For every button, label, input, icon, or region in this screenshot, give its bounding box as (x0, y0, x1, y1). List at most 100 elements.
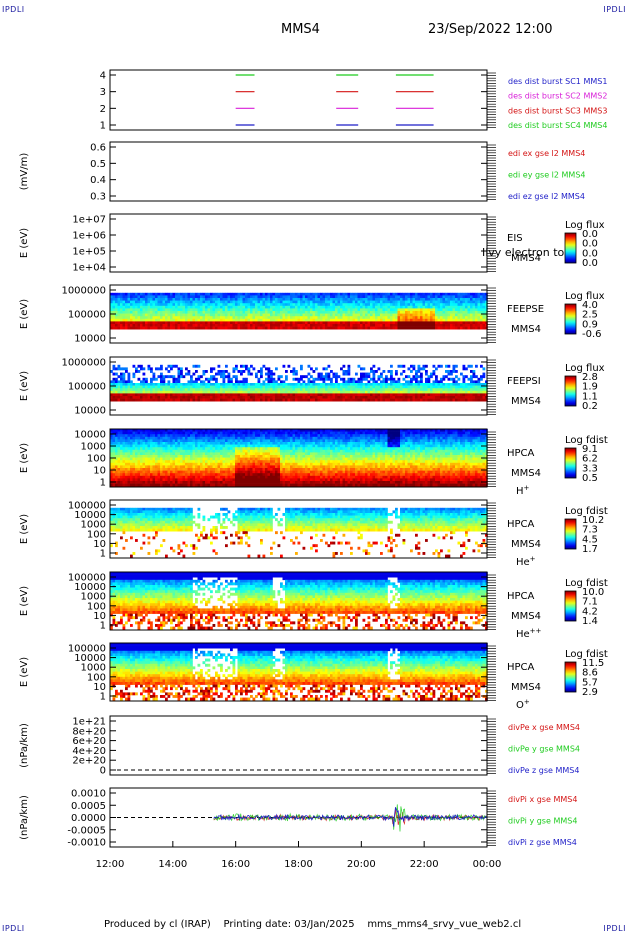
feepse-cell (205, 300, 208, 304)
feepsi-cell (172, 390, 176, 394)
feepsi-cell (387, 385, 391, 389)
feepsi-cell (367, 372, 371, 376)
hpca_h-cell (225, 449, 228, 453)
feepsi-cell (137, 393, 141, 397)
feepse-cell (137, 311, 141, 314)
feepsi-cell (267, 396, 271, 399)
corner-label-bottom-right: IPDLI (603, 924, 626, 933)
feepsi-cell (400, 364, 403, 368)
hpca_h-cell (177, 478, 181, 482)
feepsi-cell (147, 393, 151, 397)
feepse-cell (335, 311, 338, 314)
feepse-cell (235, 311, 238, 314)
feepse-cell (220, 303, 223, 307)
feepse-cell (370, 318, 373, 322)
feepsi-cell (245, 398, 248, 402)
feepse-cell (112, 298, 116, 301)
hpca_h-cell (182, 481, 186, 484)
hpca_h-cell (227, 431, 231, 435)
feepse-cell (152, 318, 156, 322)
feepse-cell (245, 324, 248, 327)
feepse-cell (477, 305, 481, 309)
feepse-cell (425, 311, 428, 314)
hpca_h-cell (160, 436, 163, 440)
hpca_h-cell (147, 434, 151, 438)
feepsi-cell (277, 396, 281, 399)
feepse-cell (337, 326, 341, 330)
feepse-cell (150, 305, 153, 309)
feepse-cell (237, 298, 241, 301)
hpca_h-cell (205, 478, 208, 482)
feepsi-cell (312, 377, 316, 381)
hpca_h-cell (142, 431, 146, 435)
feepse-cell (465, 308, 468, 312)
feepse-cell (245, 308, 248, 312)
hpca_h-cell (200, 481, 203, 484)
feepsi-cell (425, 390, 428, 394)
feepse-cell (470, 321, 473, 325)
feepse-cell (352, 308, 356, 312)
hpca_h-cell (230, 429, 233, 432)
hpca_h-cell (220, 465, 223, 469)
feepse-cell (110, 298, 113, 301)
eis-cbar-title: Log flux (565, 220, 605, 231)
feepse-cell (435, 321, 438, 325)
feepsi-cell (142, 383, 146, 386)
feepse-cell (257, 324, 261, 327)
feepse-cell (435, 324, 438, 327)
feepsi-cell (365, 388, 368, 392)
feepse-cell (295, 292, 298, 296)
feepse-cell (277, 321, 281, 325)
feepsi-cell (287, 364, 291, 368)
feepse-cell (325, 308, 328, 312)
feepse-cell (340, 295, 343, 299)
feepse-cell (360, 295, 363, 299)
feepsi-cell (365, 396, 368, 399)
hpca_h-cell (115, 434, 118, 438)
hpca_h-cell (225, 473, 228, 477)
feepse-cell (430, 311, 433, 314)
feepse-cell (290, 313, 293, 317)
feepsi-cell (280, 393, 283, 397)
feepse-cell (352, 318, 356, 322)
feepse-cell (410, 303, 413, 307)
feepse-cell (305, 324, 308, 327)
hpca_h-cell (195, 465, 198, 469)
feepse-cell (385, 313, 388, 317)
feepse-cell (257, 321, 261, 325)
hpca_h-cell (192, 475, 196, 479)
hpca_h-cell (122, 478, 126, 482)
feepse-cell (255, 311, 258, 314)
feepse-cell (277, 308, 281, 312)
feepse-cell (127, 318, 131, 322)
feepsi-cell (332, 372, 336, 376)
hpca_h-cell (180, 470, 183, 474)
feepse-cell (377, 318, 381, 322)
feepsi-cell (352, 383, 356, 386)
feepse-cell (217, 324, 221, 327)
feepsi-cell (292, 396, 296, 399)
feepsi-cell (405, 388, 408, 392)
burst-legend-item: des dist burst SC1 MMS1 (508, 77, 607, 86)
feepse-cell (212, 292, 216, 296)
feepse-cell (312, 300, 316, 304)
feepse-cell (245, 316, 248, 320)
feepsi-cell (330, 383, 333, 386)
feepsi-cell (202, 396, 206, 399)
feepse-cell (380, 326, 383, 330)
hpca_h-cell (127, 457, 131, 461)
feepse-cell (235, 326, 238, 330)
feepsi-cell (265, 388, 268, 392)
feepsi-cell (292, 377, 296, 381)
feepsi-cell (407, 385, 411, 389)
hpca_h-cell (160, 449, 163, 453)
feepsi-cell (342, 370, 346, 373)
feepsi-cell (392, 385, 396, 389)
feepse-cell (380, 324, 383, 327)
hpca_h-cell (172, 478, 176, 482)
hpca_h-cell (200, 442, 203, 445)
feepsi-cell (412, 385, 416, 389)
hpca_h-cell (182, 470, 186, 474)
feepse-cell (360, 292, 363, 296)
feepsi-cell (207, 383, 211, 386)
